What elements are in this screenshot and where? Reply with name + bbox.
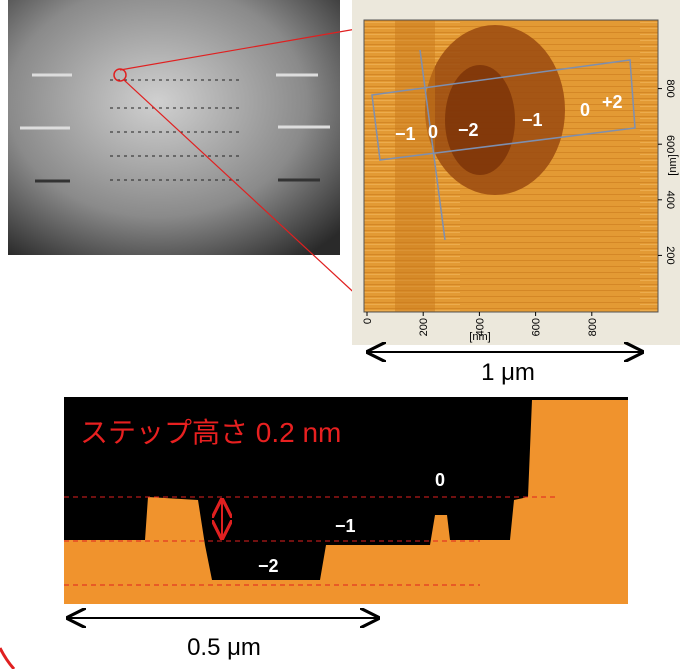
x-tick-label: 200 — [418, 318, 430, 336]
y-unit: [nm] — [667, 154, 679, 175]
afm-label: −2 — [458, 120, 479, 140]
profile-label: −1 — [335, 516, 356, 536]
x-tick-label: 800 — [587, 318, 599, 336]
afm-label: 0 — [580, 100, 590, 120]
y-tick-label: 600 — [664, 135, 676, 153]
afm-label: 0 — [428, 122, 438, 142]
profile-label: −2 — [258, 556, 279, 576]
profile-label: 0 — [435, 470, 445, 490]
afm-label: −1 — [395, 124, 416, 144]
y-tick-label: 400 — [664, 191, 676, 209]
x-tick-label: 0 — [362, 318, 374, 324]
scale-label: 1 μm — [481, 359, 535, 386]
afm-label: −1 — [522, 110, 543, 130]
scale-label: 0.5 μm — [187, 634, 261, 661]
afm-panel — [352, 0, 680, 345]
y-tick-label: 200 — [664, 246, 676, 264]
decoration — [0, 648, 14, 669]
x-tick-label: 600 — [531, 318, 543, 336]
y-tick-label: 800 — [664, 79, 676, 97]
x-tick-label: 400 — [474, 318, 486, 336]
profile-title: ステップ高さ 0.2 nm — [80, 417, 341, 448]
afm-label: +2 — [602, 92, 623, 112]
figure: −1 0 −2 −1 0 +2 [nm] [nm] 02004006008002… — [0, 0, 681, 669]
microscope-image — [8, 0, 340, 255]
